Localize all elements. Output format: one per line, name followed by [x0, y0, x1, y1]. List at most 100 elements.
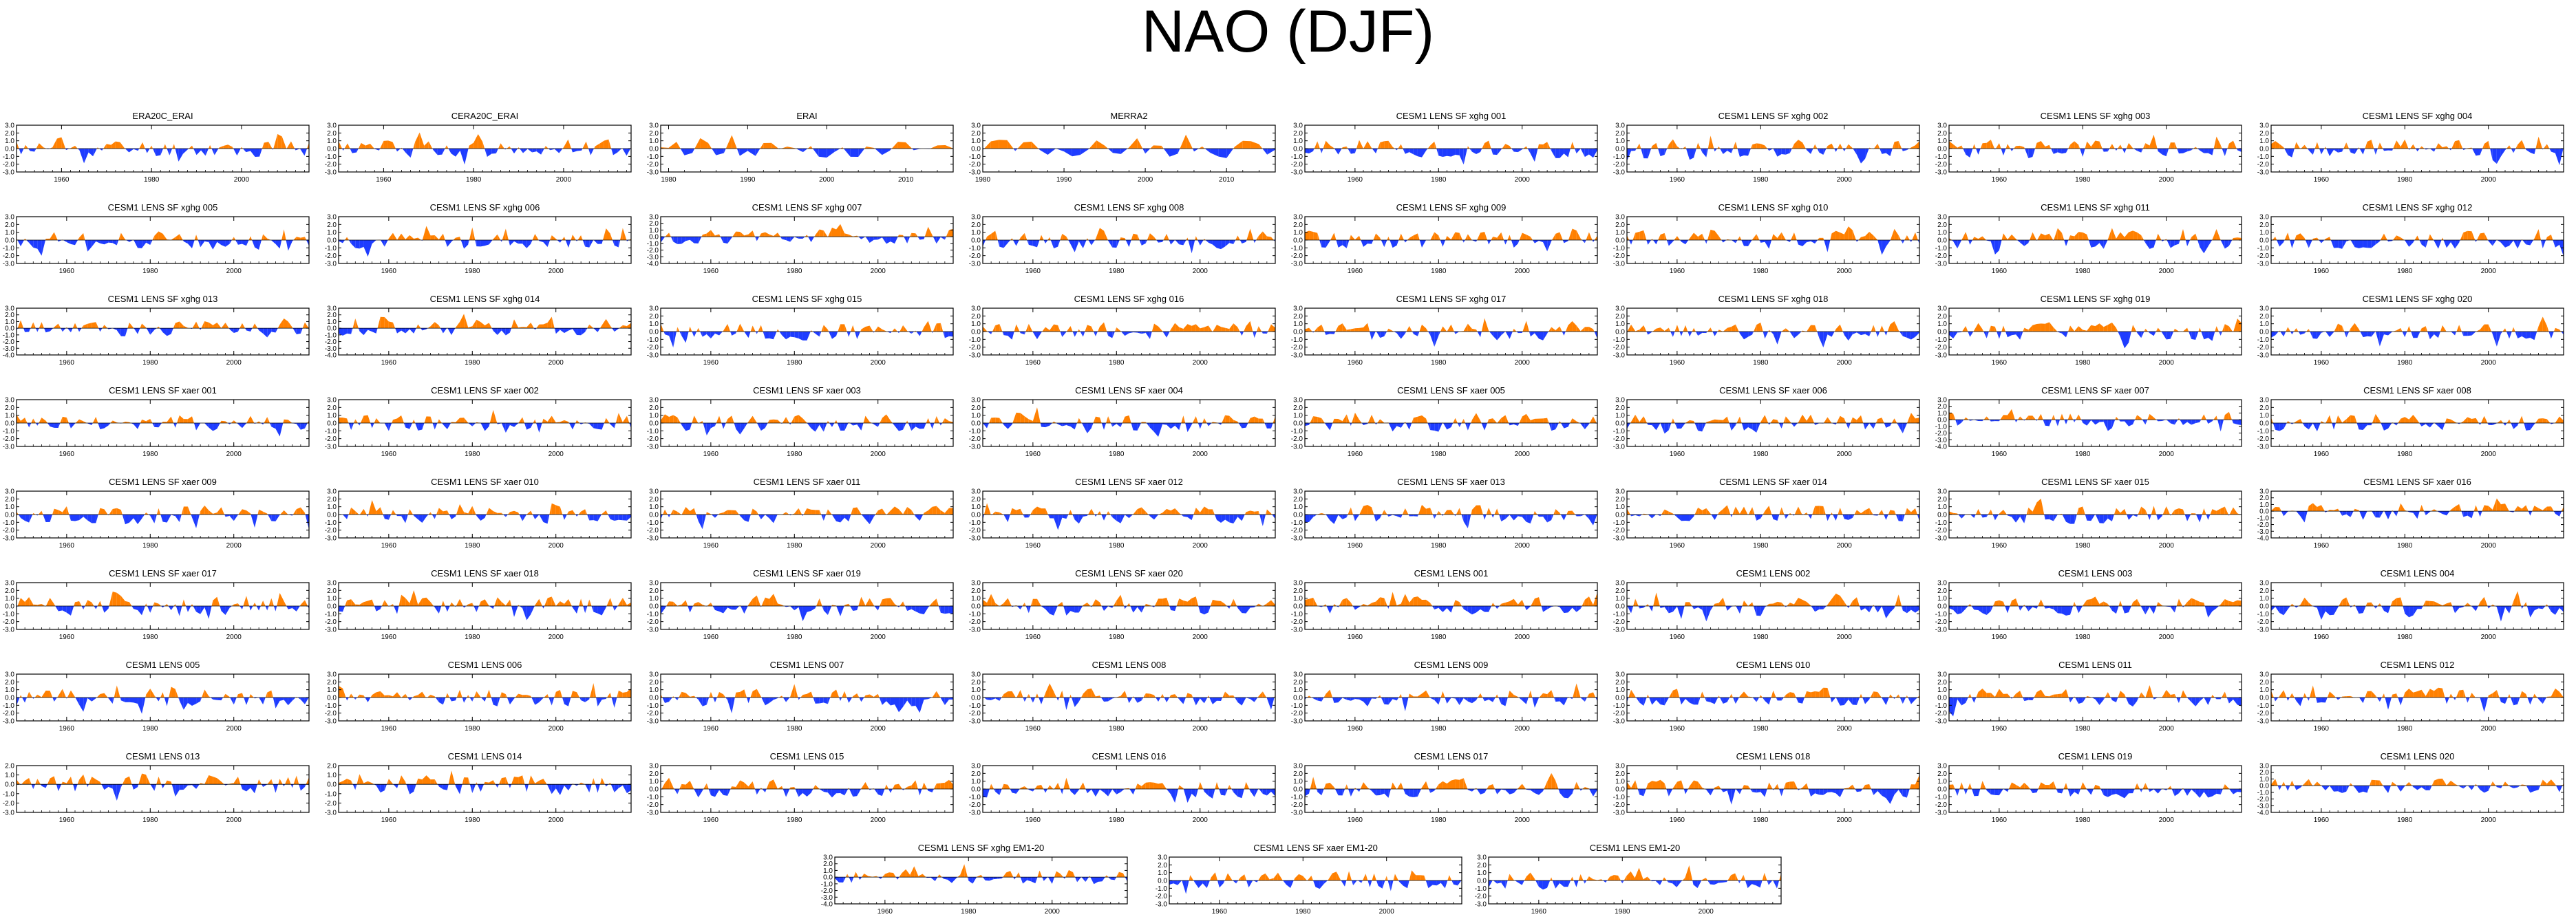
- nao-positive-area: [1181, 415, 1184, 423]
- nao-negative-area: [1062, 423, 1067, 426]
- nao-negative-area: [1239, 240, 1242, 244]
- nao-negative-area: [736, 149, 740, 156]
- nao-negative-area: [1024, 332, 1026, 335]
- nao-negative-area: [533, 328, 535, 330]
- nao-positive-area: [2111, 322, 2116, 332]
- nao-positive-area: [110, 420, 113, 423]
- y-tick-label: 0.0: [649, 234, 659, 241]
- nao-negative-area: [1674, 423, 1677, 429]
- y-tick-label: 1.0: [1937, 321, 1947, 328]
- nao-positive-area: [1890, 321, 1895, 332]
- y-tick-label: -1.0: [3, 332, 15, 339]
- nao-positive-area: [882, 329, 886, 332]
- nao-negative-area: [1038, 149, 1040, 150]
- y-tick-label: 1.0: [971, 321, 981, 328]
- nao-negative-area: [2334, 149, 2339, 153]
- y-tick-label: 0.0: [1937, 146, 1947, 153]
- nao-positive-area: [2103, 325, 2108, 332]
- nao-positive-area: [791, 416, 795, 423]
- nao-negative-area: [1664, 423, 1669, 434]
- nao-negative-area: [1848, 423, 1851, 429]
- nao-positive-area: [1413, 416, 1418, 423]
- nao-positive-area: [2155, 233, 2158, 240]
- nao-positive-area: [2275, 237, 2277, 240]
- y-tick-label: -2.0: [969, 161, 981, 169]
- nao-positive-area: [2488, 324, 2492, 332]
- nao-positive-area: [1020, 413, 1025, 423]
- nao-negative-area: [2417, 149, 2420, 152]
- nao-positive-area: [1100, 417, 1102, 423]
- nao-positive-area: [1250, 321, 1253, 332]
- nao-negative-area: [1646, 332, 1648, 335]
- nao-positive-area: [1007, 140, 1014, 149]
- nao-panel: CESM1 LENS SF xghg 0043.02.01.00.0-1.0-2…: [2257, 111, 2564, 184]
- nao-negative-area: [987, 423, 990, 429]
- y-tick-label: 3.0: [327, 214, 337, 221]
- nao-negative-area: [1137, 332, 1142, 334]
- nao-negative-area: [58, 423, 61, 429]
- nao-positive-area: [387, 140, 393, 149]
- nao-negative-area: [1627, 149, 1632, 162]
- nao-positive-area: [924, 226, 928, 237]
- nao-negative-area: [2518, 332, 2522, 338]
- nao-negative-area: [680, 423, 682, 425]
- nao-negative-area: [663, 332, 666, 335]
- nao-negative-area: [129, 149, 134, 153]
- nao-positive-area: [1116, 327, 1121, 332]
- y-tick-label: 0.0: [327, 325, 337, 333]
- nao-positive-area: [1558, 421, 1560, 423]
- nao-positive-area: [1047, 237, 1050, 240]
- x-tick-label: 1980: [975, 176, 991, 184]
- nao-negative-area: [489, 240, 493, 245]
- nao-positive-area: [231, 237, 234, 240]
- nao-positive-area: [1635, 329, 1640, 332]
- nao-negative-area: [501, 328, 506, 336]
- nao-positive-area: [2087, 141, 2091, 149]
- nao-positive-area: [1254, 416, 1259, 423]
- nao-negative-area: [1855, 240, 1857, 242]
- nao-positive-area: [773, 233, 778, 237]
- nao-negative-area: [304, 423, 308, 429]
- nao-negative-area: [372, 328, 376, 334]
- nao-negative-area: [2346, 240, 2350, 242]
- nao-positive-area: [2312, 238, 2313, 240]
- nao-negative-area: [242, 423, 246, 429]
- nao-positive-area: [1502, 144, 1506, 149]
- nao-positive-area: [677, 327, 680, 332]
- nao-panel: CESM1 LENS SF xghg 0173.02.01.00.0-1.0-2…: [1291, 294, 1598, 367]
- x-tick-label: 2000: [871, 451, 886, 458]
- nao-negative-area: [1915, 332, 1919, 337]
- nao-negative-area: [1953, 240, 1958, 249]
- nao-negative-area: [1853, 149, 1857, 155]
- y-tick-label: 1.0: [2259, 229, 2269, 237]
- nao-positive-area: [1668, 139, 1673, 149]
- nao-negative-area: [468, 423, 473, 426]
- nao-positive-area: [2233, 140, 2237, 149]
- nao-negative-area: [1861, 149, 1866, 164]
- nao-positive-area: [506, 146, 510, 149]
- nao-negative-area: [1551, 149, 1556, 158]
- nao-negative-area: [1003, 240, 1008, 248]
- nao-positive-area: [1175, 323, 1180, 332]
- x-tick-label: 1980: [1753, 359, 1769, 367]
- nao-positive-area: [773, 419, 778, 423]
- nao-negative-area: [895, 423, 900, 431]
- nao-positive-area: [1815, 325, 1818, 332]
- nao-negative-area: [1434, 423, 1439, 432]
- nao-negative-area: [460, 240, 465, 249]
- nao-positive-area: [984, 141, 991, 149]
- nao-negative-area: [1580, 423, 1585, 430]
- nao-positive-area: [1789, 421, 1791, 423]
- nao-positive-area: [1735, 141, 1738, 149]
- nao-positive-area: [1547, 418, 1549, 423]
- nao-negative-area: [1882, 149, 1886, 154]
- nao-negative-area: [1994, 149, 1995, 150]
- nao-negative-area: [1125, 332, 1129, 336]
- nao-positive-area: [542, 418, 544, 423]
- x-tick-label: 2000: [2481, 176, 2497, 184]
- y-tick-label: -3.0: [1935, 352, 1948, 360]
- nao-positive-area: [1367, 323, 1370, 332]
- nao-negative-area: [1970, 240, 1972, 245]
- nao-positive-area: [1773, 234, 1778, 240]
- nao-panel: CESM1 LENS SF xghg 0123.02.01.00.0-1.0-2…: [2257, 202, 2564, 275]
